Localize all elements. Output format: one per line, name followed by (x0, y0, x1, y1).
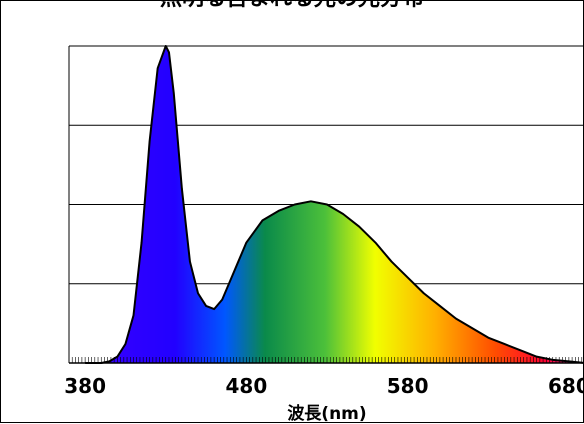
spectrum-outline (85, 45, 584, 364)
x-tick-label: 580 (387, 374, 429, 398)
spectrum-area (85, 46, 584, 363)
x-tick-label: 380 (64, 374, 106, 398)
x-axis-label: 波長(nm) (287, 403, 366, 424)
x-ticks: 380 480 580 680 (64, 357, 584, 398)
plot-area (85, 45, 584, 364)
x-tick-label: 480 (226, 374, 268, 398)
chart-title: 照明る含まれる光の光分布 (1, 0, 583, 11)
axis-labels: 波長(nm) (287, 403, 366, 424)
x-tick-label: 680 (548, 374, 584, 398)
